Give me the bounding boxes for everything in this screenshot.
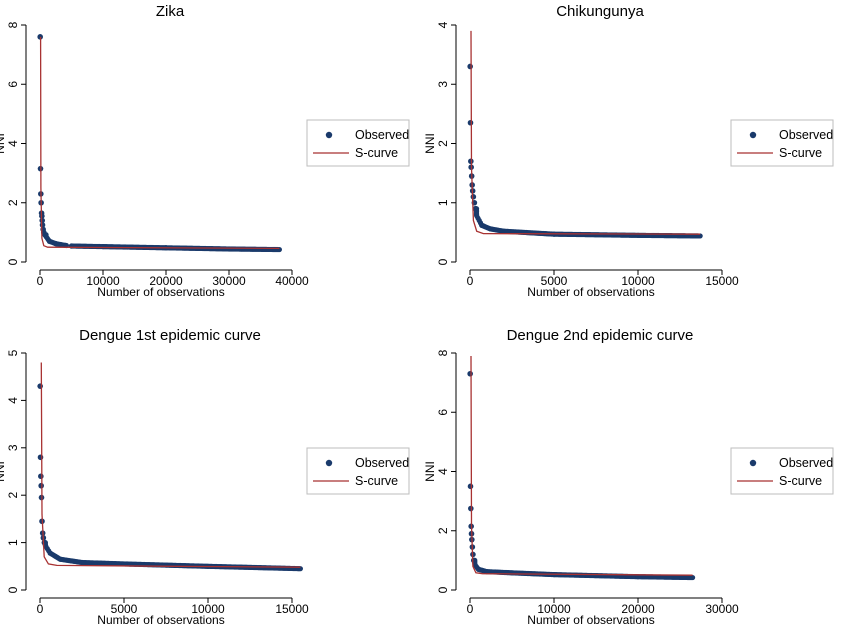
y-tick-label: 3 [436,81,450,88]
observed-point [467,370,473,377]
y-axis-label: NNI [0,133,7,154]
y-tick-label: 2 [436,140,450,147]
x-axis-label: Number of observations [97,285,224,299]
legend-box [306,447,410,495]
x-tick-label: 5000 [541,274,568,288]
legend-marker-observed [749,131,757,139]
x-axis-label: Number of observations [527,285,654,299]
observed-point [39,217,46,224]
chart-title: Zika [156,3,185,20]
observed-point [467,119,474,126]
y-tick-label: 6 [436,409,450,416]
legend: Observed S-curve [306,447,410,495]
legend: Observed S-curve [306,119,410,167]
y-tick-label: 6 [6,81,20,88]
subplot-1: Zika 0 2 4 6 8 0 10000 20000 30000 40000 Number of … [0,3,410,299]
y-tick-label: 0 [6,258,20,265]
legend-label-s-curve: S-curve [355,146,398,160]
y-tick-label: 8 [436,349,450,356]
observed-point [473,212,480,218]
observed-point [38,473,44,480]
x-tick-label: 20000 [149,274,183,288]
x-tick-label: 30000 [705,602,739,616]
series-observed [467,370,696,581]
subplot-3: Dengue 1st epidemic curve 0 1 2 3 4 5 0 5000 1000… [0,327,410,627]
x-tick-label: 30000 [212,274,246,288]
legend-box [730,119,834,167]
observed-point [467,483,474,490]
observed-point [467,63,473,70]
observed-point [38,482,44,489]
y-tick-label: 4 [436,21,450,28]
legend-label-observed: Observed [355,128,409,142]
chart-title: Dengue 2nd epidemic curve [507,327,694,344]
observed-point [276,246,282,253]
x-tick-label: 10000 [537,602,571,616]
legend-label-observed: Observed [779,456,833,470]
legend-marker-observed [749,459,757,467]
series-s-curve [40,362,301,568]
legend-label-observed: Observed [355,456,409,470]
y-tick-label: 2 [6,199,20,206]
x-tick-label: 0 [467,274,474,288]
x-tick-label: 10000 [86,274,120,288]
x-axis-label: Number of observations [527,613,654,627]
legend-box [306,119,410,167]
y-tick-label: 4 [6,140,20,147]
legend-label-s-curve: S-curve [779,474,822,488]
legend: Observed S-curve [730,119,834,167]
observed-point [37,454,44,461]
y-axis-label: NNI [0,461,7,482]
legend: Observed S-curve [730,447,834,495]
legend-marker-observed [325,131,333,139]
y-tick-label: 8 [6,21,20,28]
observed-point [37,383,43,389]
subplot-4: Dengue 2nd epidemic curve 0 2 4 6 8 0 10000 2000… [423,327,834,627]
y-tick-label: 1 [436,199,450,206]
series-observed [467,63,703,239]
legend-label-s-curve: S-curve [355,474,398,488]
x-tick-label: 10000 [621,274,655,288]
observed-point [470,194,477,200]
x-tick-label: 0 [37,274,44,288]
legend-label-observed: Observed [779,128,833,142]
y-axis-label: NNI [423,133,437,154]
x-tick-label: 20000 [621,602,655,616]
x-tick-label: 15000 [705,274,739,288]
x-tick-label: 40000 [275,274,309,288]
legend-box [730,447,834,495]
observed-point [43,233,49,239]
x-tick-label: 15000 [275,602,309,616]
chart-title: Dengue 1st epidemic curve [79,327,261,344]
x-tick-label: 0 [37,602,44,616]
y-axis-label: NNI [423,461,437,482]
y-tick-label: 0 [436,258,450,265]
x-axis-label: Number of observations [97,613,224,627]
series-s-curve [470,30,701,235]
y-tick-label: 2 [436,527,450,534]
y-tick-label: 0 [436,586,450,593]
observed-point [37,34,43,40]
y-tick-label: 1 [6,539,20,546]
legend-label-s-curve: S-curve [779,146,822,160]
series-s-curve [39,36,280,250]
subplot-2: Chikungunya 0 1 2 3 4 0 5000 10000 15000 Number of… [423,3,834,299]
x-tick-label: 0 [467,602,474,616]
x-tick-label: 5000 [111,602,138,616]
x-tick-label: 10000 [191,602,225,616]
y-tick-label: 3 [6,444,20,451]
series-s-curve [470,355,693,576]
y-tick-label: 2 [6,492,20,499]
observed-point [690,574,696,581]
chart-title: Chikungunya [556,3,644,20]
y-tick-label: 5 [6,349,20,356]
y-tick-label: 4 [436,468,450,475]
legend-marker-observed [325,459,333,467]
y-tick-label: 4 [6,397,20,404]
series-observed [37,34,282,253]
series-observed [37,383,303,572]
y-tick-label: 0 [6,586,20,593]
